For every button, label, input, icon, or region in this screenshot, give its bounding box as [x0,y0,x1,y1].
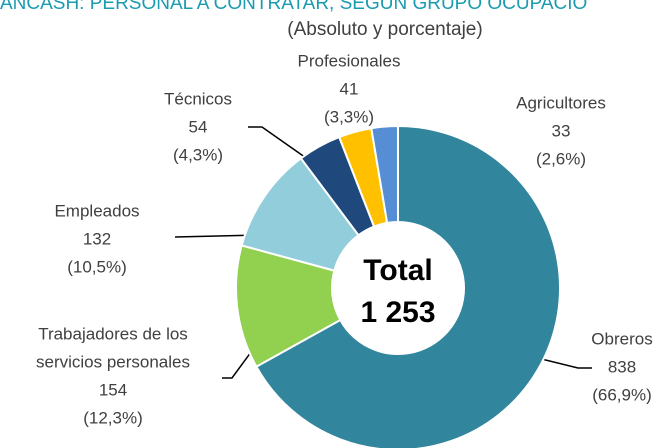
percent-label: (3,3%) [324,107,374,126]
percent-label: (4,3%) [173,145,223,164]
percent-label: (12,3%) [83,408,143,427]
percent-label: (2,6%) [536,149,586,168]
value-label: 132 [83,229,111,248]
value-label: 41 [340,79,359,98]
slice-label: Agricultores [516,93,606,112]
value-label: 54 [189,117,208,136]
donut-slice [255,124,561,448]
donut-slice [370,124,399,225]
chart-title: ANCASH: PERSONAL A CONTRATAR, SEGÚN GRUP… [0,0,587,14]
value-label: 154 [99,380,127,399]
percent-label: (10,5%) [67,257,127,276]
slice-label: Técnicos [164,89,232,108]
percent-label: (66,9%) [592,385,652,404]
chart-subtitle: (Absoluto y porcentaje) [287,19,482,40]
slice-label: Empleados [54,201,139,220]
value-label: 838 [608,357,636,376]
center-value: 1 253 [360,296,435,329]
center-label: Total [363,254,432,287]
slice-label: Trabajadores de los [38,324,188,343]
slice-label: Obreros [591,329,652,348]
slice-label: Profesionales [297,51,400,70]
slice-label: servicios personales [36,352,190,371]
value-label: 33 [552,121,571,140]
